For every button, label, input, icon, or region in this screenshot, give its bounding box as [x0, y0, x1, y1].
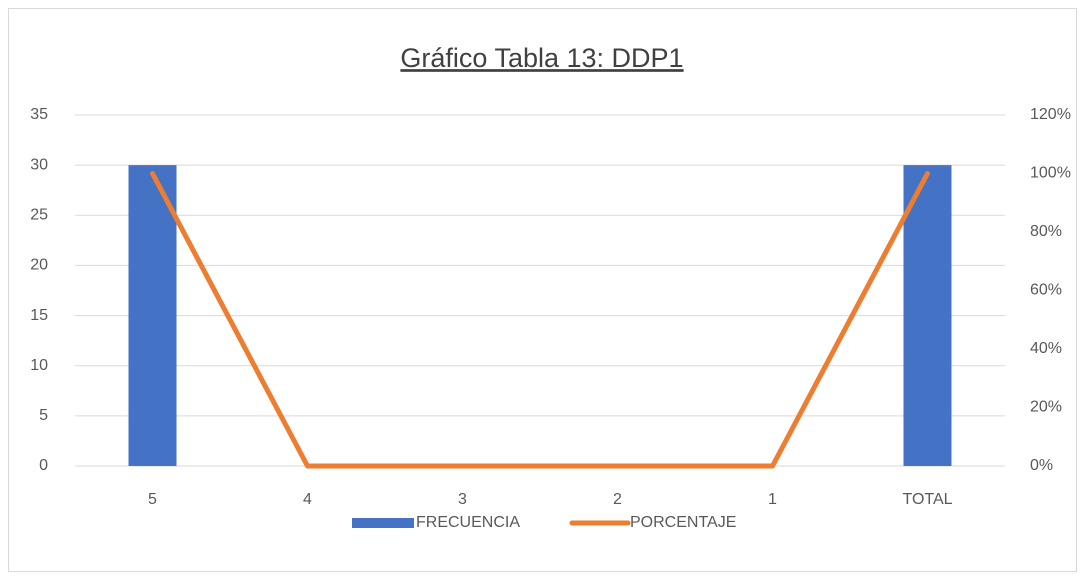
y-tick-label: 20: [30, 257, 48, 274]
y2-tick-label: 0%: [1030, 457, 1053, 474]
y2-tick-label: 80%: [1030, 223, 1062, 240]
x-tick-label: 2: [613, 491, 622, 508]
bar: [128, 165, 177, 466]
y-tick-label: 15: [30, 307, 48, 324]
y2-tick-label: 100%: [1030, 165, 1071, 182]
y-tick-label: 25: [30, 207, 48, 224]
x-tick-label: TOTAL: [902, 491, 952, 508]
x-tick-label: 1: [768, 491, 777, 508]
x-tick-label: 5: [148, 491, 157, 508]
y-tick-label: 10: [30, 357, 48, 374]
y2-tick-label: 20%: [1030, 399, 1062, 416]
y-tick-label: 5: [39, 407, 48, 424]
y-tick-label: 0: [39, 457, 48, 474]
legend-label: PORCENTAJE: [630, 514, 736, 531]
chart-title: Gráfico Tabla 13: DDP1: [400, 43, 683, 73]
y2-tick-label: 60%: [1030, 282, 1062, 299]
y-tick-label: 35: [30, 106, 48, 123]
y2-tick-label: 120%: [1030, 106, 1071, 123]
x-tick-label: 3: [458, 491, 467, 508]
y2-tick-label: 40%: [1030, 340, 1062, 357]
y-tick-label: 30: [30, 156, 48, 173]
legend-label: FRECUENCIA: [416, 514, 520, 531]
chart-border: [8, 8, 1077, 572]
x-tick-label: 4: [303, 491, 312, 508]
line: [150, 171, 930, 469]
legend-swatch: [352, 518, 414, 528]
bar: [903, 165, 952, 466]
